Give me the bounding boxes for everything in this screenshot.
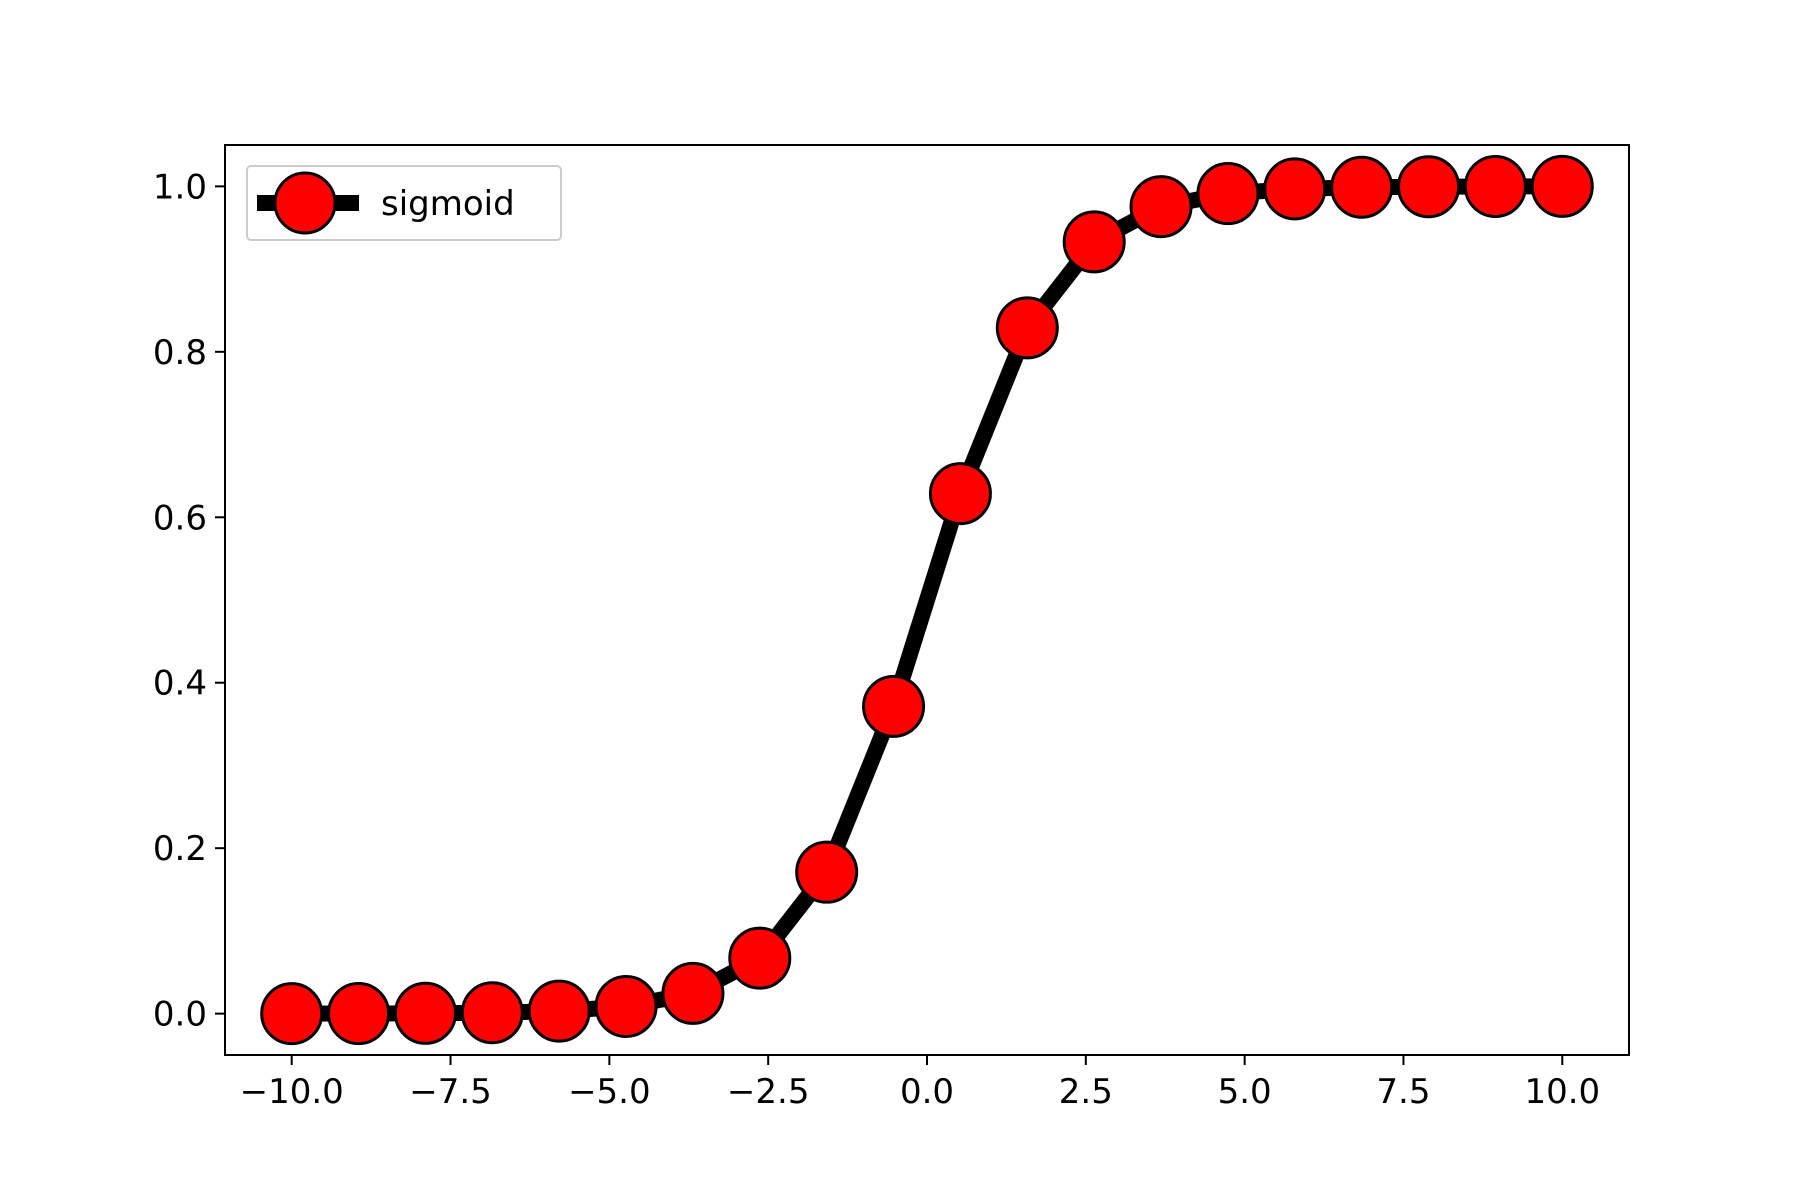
- y-tick-label: 0.4: [153, 664, 207, 704]
- data-point: [594, 974, 658, 1038]
- plot-area: [260, 154, 1594, 1046]
- y-tick-label: 0.8: [153, 333, 207, 373]
- data-point: [1463, 154, 1527, 218]
- y-tick-label: 0.0: [153, 995, 207, 1035]
- legend-marker-swatch: [273, 171, 337, 235]
- x-tick-label: 2.5: [1059, 1072, 1113, 1112]
- data-point: [1129, 175, 1193, 239]
- x-tick-label: −10.0: [240, 1072, 344, 1112]
- data-point: [1530, 154, 1594, 218]
- data-point: [1062, 210, 1126, 274]
- data-point: [1330, 155, 1394, 219]
- data-point: [460, 981, 524, 1045]
- y-tick-label: 0.2: [153, 829, 207, 869]
- data-point: [393, 981, 457, 1045]
- data-point: [661, 961, 725, 1025]
- data-point: [1263, 157, 1327, 221]
- y-tick-label: 0.6: [153, 498, 207, 538]
- x-tick-label: −5.0: [568, 1072, 651, 1112]
- x-tick-label: 5.0: [1218, 1072, 1272, 1112]
- x-tick-label: 7.5: [1376, 1072, 1430, 1112]
- data-point: [527, 979, 591, 1043]
- data-point: [995, 296, 1059, 360]
- x-tick-label: −7.5: [409, 1072, 492, 1112]
- data-point: [928, 462, 992, 526]
- data-point: [327, 982, 391, 1046]
- data-point: [1397, 155, 1461, 219]
- legend: sigmoid: [246, 165, 562, 241]
- data-point: [795, 840, 859, 904]
- x-tick-label: −2.5: [727, 1072, 810, 1112]
- data-point: [1196, 162, 1260, 226]
- data-point: [260, 982, 324, 1046]
- y-tick-label: 1.0: [153, 167, 207, 207]
- x-tick-label: 10.0: [1524, 1072, 1600, 1112]
- data-point: [728, 926, 792, 990]
- axes: −10.0 −7.5 −5.0 −2.5 0.0 2.5 5.0 7.5 10.0 0.0 0.2 0…: [153, 144, 1630, 1112]
- legend-label: sigmoid: [381, 184, 515, 224]
- x-tick-label: 0.0: [900, 1072, 954, 1112]
- data-point: [862, 674, 926, 738]
